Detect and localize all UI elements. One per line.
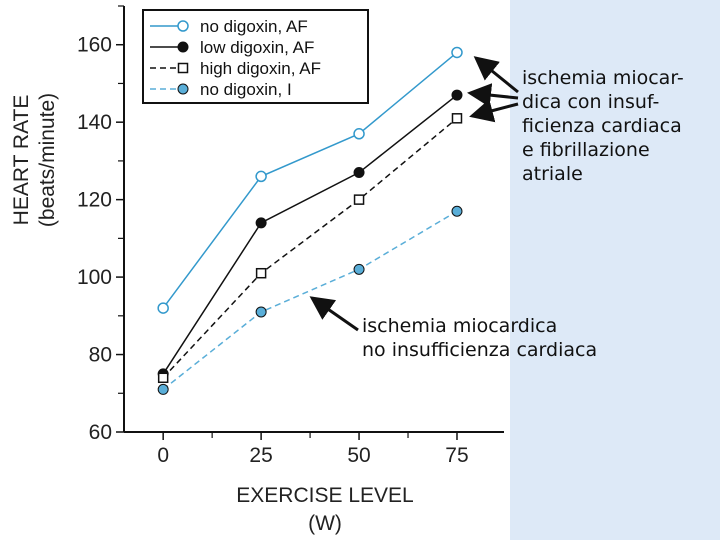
- x-axis-title: EXERCISE LEVEL: [236, 484, 413, 507]
- data-point: [353, 263, 365, 275]
- data-point: [255, 306, 267, 318]
- annotation-arrow: [467, 83, 519, 108]
- data-point: [255, 217, 267, 229]
- series-layer: [157, 46, 463, 395]
- legend-label: high digoxin, AF: [200, 59, 321, 78]
- annotation-arrow: [469, 99, 519, 123]
- x-tick-label: 0: [157, 444, 169, 467]
- data-point: [353, 167, 365, 179]
- x-tick-label: 50: [347, 444, 370, 467]
- y-tick-label: 100: [77, 266, 112, 289]
- data-point: [451, 113, 463, 124]
- series-line: [162, 94, 458, 375]
- series-line: [162, 117, 458, 379]
- series-line: [162, 51, 458, 309]
- data-point: [255, 170, 267, 183]
- data-point: [157, 372, 169, 384]
- annotation-no-heart-failure: ischemia miocardica no insufficienza car…: [362, 314, 597, 362]
- data-point: [177, 62, 189, 74]
- data-point: [353, 194, 365, 205]
- y-tick-label: 140: [77, 111, 112, 134]
- data-point: [451, 89, 463, 101]
- annotation-arrow: [309, 296, 359, 332]
- annotation-af: ischemia miocar- dica con insuf- ficienz…: [522, 66, 684, 186]
- data-point: [177, 41, 189, 53]
- data-point: [451, 205, 463, 217]
- series-line: [162, 210, 458, 390]
- annotation-line: ficienza cardiaca: [522, 115, 682, 137]
- legend-label: no digoxin, AF: [200, 17, 308, 36]
- legend-label: no digoxin, I: [200, 80, 292, 99]
- x-axis-unit: (W): [308, 512, 342, 535]
- data-point: [255, 267, 267, 279]
- x-tick-label: 75: [445, 444, 468, 467]
- side-background-band: [510, 0, 720, 540]
- annotation-arrows: [309, 56, 519, 332]
- data-point: [177, 83, 189, 95]
- axes: 60 80 100 120 140 160 0 25 50 75 EXERCISE LEVEL (W)…: [10, 5, 504, 535]
- annotation-arrow: [473, 56, 519, 94]
- legend-label: low digoxin, AF: [200, 38, 314, 57]
- data-point: [177, 20, 189, 32]
- x-tick-label: 25: [249, 444, 272, 467]
- annotation-line: e fibrillazione: [522, 139, 650, 161]
- annotation-line: dica con insuf-: [522, 91, 660, 113]
- y-tick-label: 60: [89, 421, 112, 444]
- data-point: [157, 302, 169, 314]
- y-tick-label: 120: [77, 189, 112, 212]
- data-point: [157, 383, 169, 395]
- annotation-line: atriale: [522, 163, 583, 185]
- data-point: [451, 46, 463, 59]
- y-tick-label: 80: [89, 344, 112, 367]
- y-axis-title: HEART RATE: [10, 95, 33, 226]
- legend: no digoxin, AF low digoxin, AF high digoxi…: [142, 9, 369, 104]
- annotation-line: no insufficienza cardiaca: [362, 339, 598, 361]
- annotation-line: ischemia miocardica: [362, 315, 558, 337]
- y-axis-unit: (beats/minute): [36, 93, 59, 227]
- annotation-line: ischemia miocar-: [522, 67, 684, 89]
- data-point: [353, 128, 365, 140]
- y-tick-label: 160: [77, 34, 112, 57]
